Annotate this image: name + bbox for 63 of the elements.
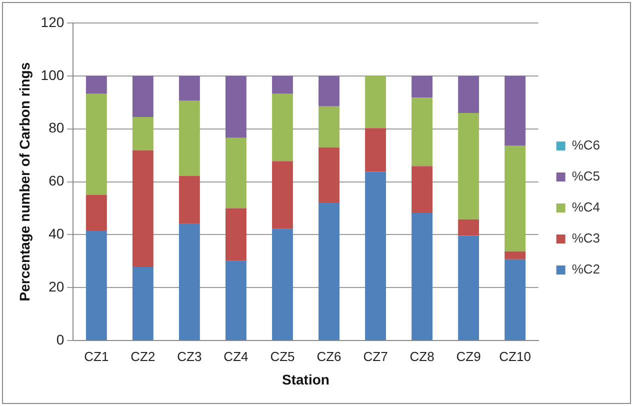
- bar: [412, 76, 432, 98]
- x-tick-label: CZ3: [177, 348, 202, 364]
- bar: [365, 172, 386, 340]
- bar: [365, 76, 386, 128]
- bar: [178, 176, 200, 224]
- y-tick-label: 20: [48, 278, 64, 295]
- bar: [272, 161, 293, 229]
- bar: [318, 106, 340, 148]
- bar: [272, 76, 293, 94]
- x-axis-title: Station: [282, 371, 330, 388]
- bar: [178, 100, 200, 176]
- x-tick-label: CZ5: [270, 348, 295, 364]
- bar: [132, 267, 154, 340]
- x-tick-label: CZ9: [456, 348, 481, 364]
- bar: [272, 94, 293, 162]
- x-tick-label: CZ2: [130, 348, 156, 364]
- bar: [412, 213, 432, 340]
- y-tick-label: 0: [56, 331, 64, 348]
- bar: [504, 146, 526, 252]
- y-tick-label: 40: [48, 226, 64, 242]
- bar: [86, 94, 107, 195]
- bar: [318, 202, 340, 340]
- y-tick-label: 60: [48, 172, 64, 189]
- bar: [412, 98, 432, 166]
- bar: [504, 76, 526, 146]
- bar: [132, 116, 154, 150]
- bar: [178, 76, 200, 101]
- bar: [458, 76, 480, 113]
- x-tick-label: CZ10: [499, 348, 531, 364]
- bar: [318, 76, 340, 106]
- bar: [504, 251, 526, 260]
- x-tick-label: CZ1: [84, 348, 109, 364]
- bar: [86, 194, 107, 230]
- bar: [132, 76, 154, 117]
- bar: [458, 112, 480, 220]
- legend-label: %C4: [572, 200, 600, 215]
- bar: [272, 228, 293, 340]
- bar: [226, 138, 246, 208]
- y-tick-label: 120: [40, 14, 64, 30]
- bar: [178, 224, 200, 340]
- bar: [226, 260, 246, 340]
- bar: [226, 76, 246, 138]
- bar: [132, 150, 154, 268]
- bar: [365, 128, 386, 172]
- bar: [458, 219, 480, 236]
- bar: [412, 166, 432, 214]
- bar: [458, 236, 480, 340]
- bar: [86, 230, 107, 340]
- legend-label: %C3: [572, 230, 600, 246]
- x-tick-label: CZ6: [316, 348, 342, 364]
- legend-label: %C5: [572, 168, 600, 184]
- x-tick-label: CZ7: [363, 348, 388, 364]
- bar: [226, 208, 246, 261]
- legend-label: %C6: [572, 138, 600, 153]
- x-tick-label: CZ4: [224, 348, 248, 364]
- bar: [86, 76, 107, 94]
- y-tick-label: 80: [48, 120, 64, 136]
- bar: [504, 259, 526, 340]
- bar: [318, 147, 340, 202]
- y-axis-title: Percentage number of Carbon rings: [16, 62, 32, 302]
- x-tick-label: CZ8: [410, 348, 434, 364]
- y-tick-label: 100: [40, 66, 64, 83]
- legend-label: %C2: [572, 262, 600, 277]
